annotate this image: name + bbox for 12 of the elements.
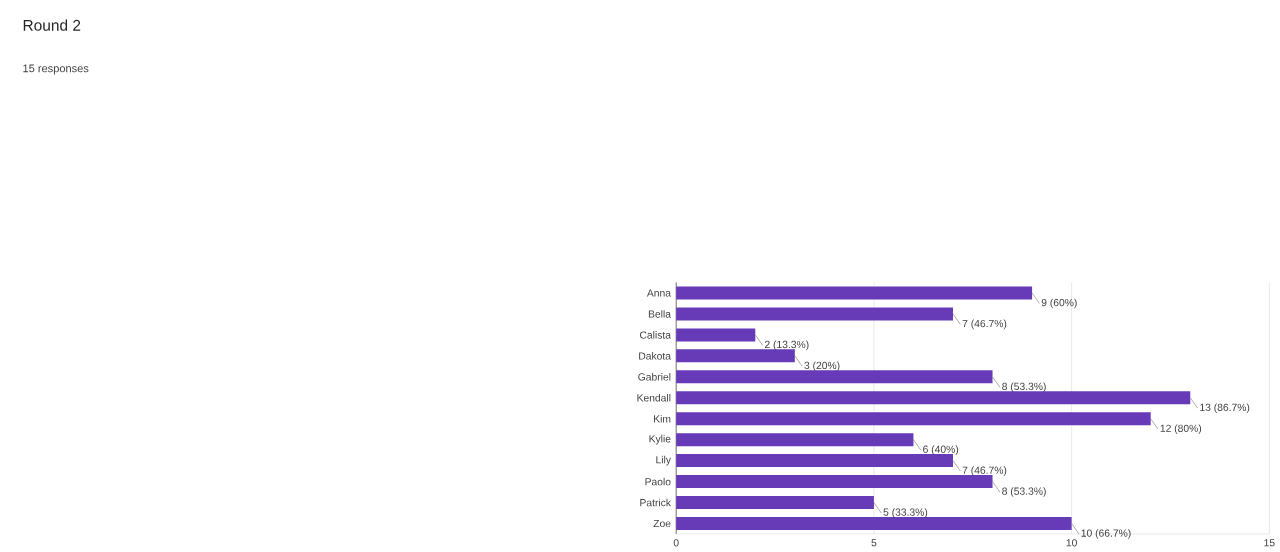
bar — [676, 286, 1033, 300]
bar — [676, 349, 795, 363]
bar — [676, 391, 1191, 405]
bar — [676, 370, 993, 384]
bar — [676, 433, 914, 447]
bar — [676, 412, 1151, 426]
bar — [676, 475, 993, 489]
bar — [676, 496, 874, 510]
bar — [676, 454, 953, 468]
bar — [676, 307, 953, 321]
bar — [676, 328, 756, 342]
bar — [676, 517, 1072, 531]
